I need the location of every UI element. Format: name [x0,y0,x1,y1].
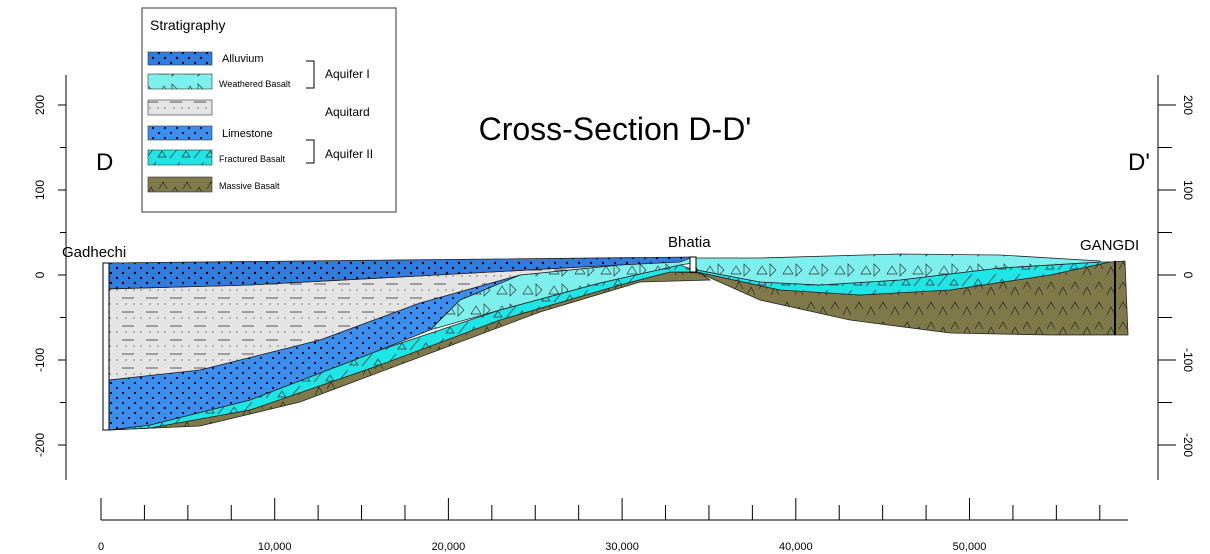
title: Cross-Section D-D' [479,111,752,147]
y-tick-label: 200 [33,95,47,115]
well-bhatia [689,256,697,273]
y-tick-label: 200 [1181,95,1195,115]
weathered-basalt-right [692,253,1101,286]
x-tick-label: 40,000 [779,541,813,553]
y-tick-label: 0 [1181,272,1195,279]
y-tick-label: -100 [1181,348,1195,372]
legend-swatch [147,176,213,193]
well-label: Gadhechi [62,244,126,261]
legend-label: Massive Basalt [219,181,280,191]
y-tick-label: 0 [33,271,47,278]
legend-label: Limestone [222,128,273,140]
legend-group: Aquitard [325,105,370,119]
x-tick-label: 50,000 [953,541,987,553]
y-tick-label: 100 [33,180,47,200]
well-label: Bhatia [668,234,711,251]
legend-swatch [147,99,213,116]
x-tick-label: 20,000 [432,541,466,553]
x-tick-label: 30,000 [605,541,639,553]
legend-group: Aquifer II [325,147,373,161]
legend-label: Weathered Basalt [219,79,291,89]
legend-bracket [306,60,315,164]
legend-swatch [147,149,213,166]
y-tick-label: -200 [33,433,47,457]
legend-title: Stratigraphy [150,17,225,33]
legend-group: Aquifer I [325,67,370,81]
well-label: GANGDI [1080,237,1139,254]
x-tick-label: 10,000 [258,541,292,553]
section-end: D' [1128,149,1150,176]
legend-swatch [147,51,213,66]
legend: Stratigraphy Alluvium Weathered Basalt L… [141,7,397,213]
y-tick-label: 100 [1181,180,1195,200]
y-tick-label: -100 [33,348,47,372]
legend-label: Fractured Basalt [219,154,286,164]
x-tick-label: 0 [98,541,104,553]
legend-swatch [147,73,213,90]
section-end: D [96,149,113,176]
well-gadhechi [102,262,110,431]
legend-label: Alluvium [222,53,264,65]
y-tick-label: -200 [1181,433,1195,457]
legend-swatch [147,125,213,141]
